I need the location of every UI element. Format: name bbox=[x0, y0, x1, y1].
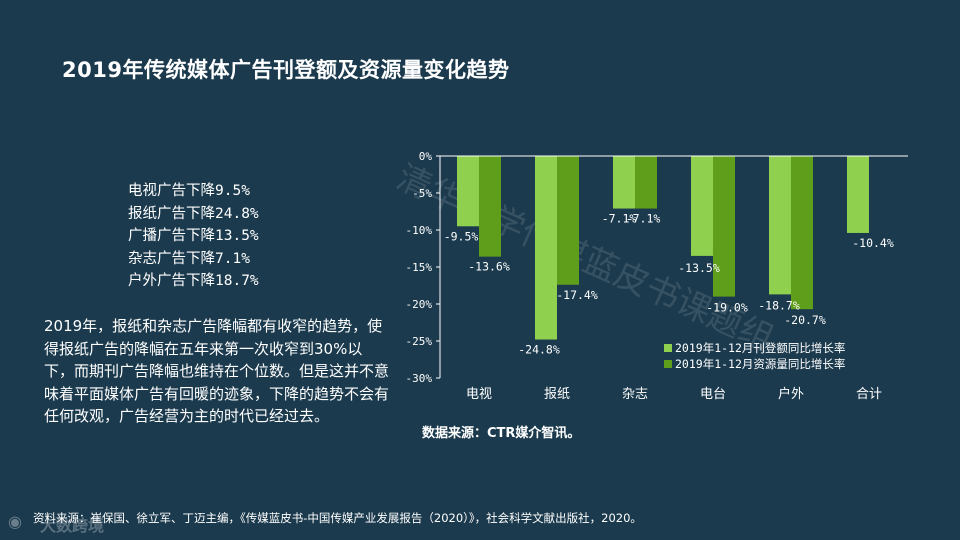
legend-label: 2019年1-12月资源量同比增长率 bbox=[675, 357, 845, 371]
logo-icon: ◉ bbox=[8, 512, 22, 531]
analysis-paragraph: 2019年，报纸和杂志广告降幅都有收窄的趋势，使得报纸广告的降幅在五年来第一次收… bbox=[44, 317, 390, 425]
data-label: -9.5% bbox=[444, 229, 479, 243]
footer-citation: 资料来源：崔保国、徐立军、丁迈主编，《传媒蓝皮书-中国传媒产业发展报告（2020… bbox=[33, 511, 642, 525]
data-label: -18.7% bbox=[758, 298, 800, 312]
x-category-label: 电视 bbox=[466, 387, 492, 402]
x-category-label: 合计 bbox=[856, 387, 882, 402]
logo-text: 大数跨境 bbox=[40, 516, 105, 535]
data-label: -20.7% bbox=[784, 313, 826, 327]
summary-list: 电视广告下降9.5% 报纸广告下降24.8% 广播广告下降13.5% 杂志广告下… bbox=[128, 180, 328, 293]
summary-line: 杂志广告下降7.1% bbox=[128, 250, 250, 267]
data-label: -7.1% bbox=[602, 212, 637, 226]
data-label: -13.5% bbox=[678, 261, 720, 275]
bar bbox=[635, 156, 657, 209]
y-tick-label: 0% bbox=[419, 150, 433, 163]
data-label: -7.1% bbox=[626, 212, 661, 226]
data-label: -10.4% bbox=[852, 236, 894, 250]
summary-line: 报纸广告下降24.8% bbox=[128, 205, 259, 222]
bar bbox=[479, 156, 501, 257]
data-label: -13.6% bbox=[468, 260, 510, 274]
bar bbox=[557, 156, 579, 285]
y-tick-label: -10% bbox=[406, 224, 433, 237]
legend-swatch bbox=[664, 344, 672, 352]
summary-line: 电视广告下降9.5% bbox=[128, 183, 250, 199]
bar bbox=[691, 156, 713, 256]
x-category-label: 报纸 bbox=[544, 387, 570, 402]
y-tick-label: -15% bbox=[406, 261, 433, 274]
source-note: 数据来源：CTR媒介智讯。 bbox=[422, 426, 581, 441]
bar bbox=[847, 156, 869, 233]
x-category-label: 电台 bbox=[700, 387, 726, 402]
y-tick-label: -30% bbox=[406, 372, 433, 385]
y-tick-label: -5% bbox=[412, 187, 432, 200]
y-tick-label: -20% bbox=[406, 298, 433, 311]
data-label: -17.4% bbox=[556, 288, 598, 302]
data-label: -24.8% bbox=[518, 343, 560, 357]
page-title: 2019年传统媒体广告刊登额及资源量变化趋势 bbox=[62, 58, 510, 82]
x-category-label: 户外 bbox=[778, 386, 804, 402]
bar bbox=[791, 156, 813, 310]
x-category-label: 杂志 bbox=[622, 387, 648, 402]
summary-line: 户外广告下降18.7% bbox=[128, 273, 259, 289]
bar bbox=[535, 156, 557, 340]
y-tick-label: -25% bbox=[406, 335, 433, 348]
bar bbox=[457, 156, 479, 227]
legend-swatch bbox=[664, 360, 672, 368]
data-label: -19.0% bbox=[706, 301, 748, 315]
bar bbox=[769, 156, 791, 295]
legend-label: 2019年1-12月刊登额同比增长率 bbox=[675, 341, 845, 355]
bar bbox=[613, 156, 635, 209]
summary-line: 广播广告下降13.5% bbox=[128, 228, 259, 244]
bar bbox=[713, 156, 735, 297]
